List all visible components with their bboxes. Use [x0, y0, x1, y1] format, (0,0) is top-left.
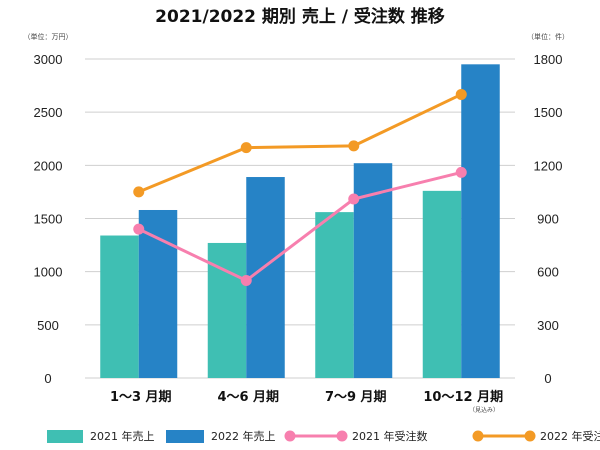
- legend-marker: [336, 430, 348, 442]
- bar-2021年売上-2: [315, 212, 354, 378]
- bar-2022年売上-0: [138, 209, 178, 378]
- category-label: 7〜9 月期: [325, 390, 387, 405]
- line-2021年受注数: [138, 170, 462, 283]
- left-tick-label: 1500: [34, 212, 63, 227]
- right-tick-label: 0: [544, 371, 551, 386]
- legend-marker: [524, 430, 536, 442]
- chart-title: 2021/2022 期別 売上 / 受注数 推移: [155, 6, 445, 27]
- legend-swatch: [47, 430, 83, 443]
- legend-label: 2021 年売上: [90, 429, 155, 443]
- left-tick-label: 3000: [34, 52, 63, 67]
- left-tick-label: 1000: [34, 265, 63, 280]
- point-2021年受注数-0: [133, 223, 145, 235]
- left-tick-label: 2000: [34, 158, 63, 173]
- bar-2021年売上-1: [207, 242, 247, 378]
- point-2022年受注数-2: [348, 140, 360, 152]
- right-tick-label: 1800: [534, 52, 563, 67]
- left-tick-label: 0: [44, 371, 51, 386]
- legend-swatch: [166, 430, 204, 443]
- point-2022年受注数-3: [455, 88, 467, 100]
- right-tick-label: 600: [537, 265, 559, 280]
- right-tick-label: 1200: [534, 158, 563, 173]
- left-tick-label: 500: [37, 318, 59, 333]
- right-tick-label: 300: [537, 318, 559, 333]
- point-2021年受注数-3: [455, 166, 467, 178]
- bar-2022年売上-3: [461, 64, 500, 379]
- bar-2022年売上-2: [353, 163, 393, 378]
- point-2021年受注数-1: [240, 275, 252, 287]
- legend-marker: [472, 430, 484, 442]
- legend-marker: [284, 430, 296, 442]
- category-label: 10〜12 月期: [423, 390, 503, 405]
- category-label: 4〜6 月期: [217, 390, 279, 405]
- legend-label: 2022 年受注数: [540, 429, 600, 443]
- category-label: 1〜3 月期: [110, 390, 172, 405]
- left-tick-label: 2500: [34, 105, 63, 120]
- point-2022年受注数-1: [240, 142, 252, 154]
- right-tick-label: 1500: [534, 105, 563, 120]
- bar-2021年売上-3: [422, 190, 462, 378]
- point-2021年受注数-2: [348, 193, 360, 205]
- right-axis-unit: （単位：件）: [527, 32, 569, 41]
- legend-label: 2022 年売上: [211, 429, 276, 443]
- forecast-note: （見込み）: [469, 406, 499, 414]
- right-tick-label: 900: [537, 212, 559, 227]
- legend-label: 2021 年受注数: [352, 429, 428, 443]
- point-2022年受注数-0: [133, 186, 145, 198]
- line-2022年受注数: [138, 93, 462, 194]
- bar-2021年売上-0: [100, 235, 139, 378]
- left-axis-unit: （単位：万円）: [24, 32, 73, 41]
